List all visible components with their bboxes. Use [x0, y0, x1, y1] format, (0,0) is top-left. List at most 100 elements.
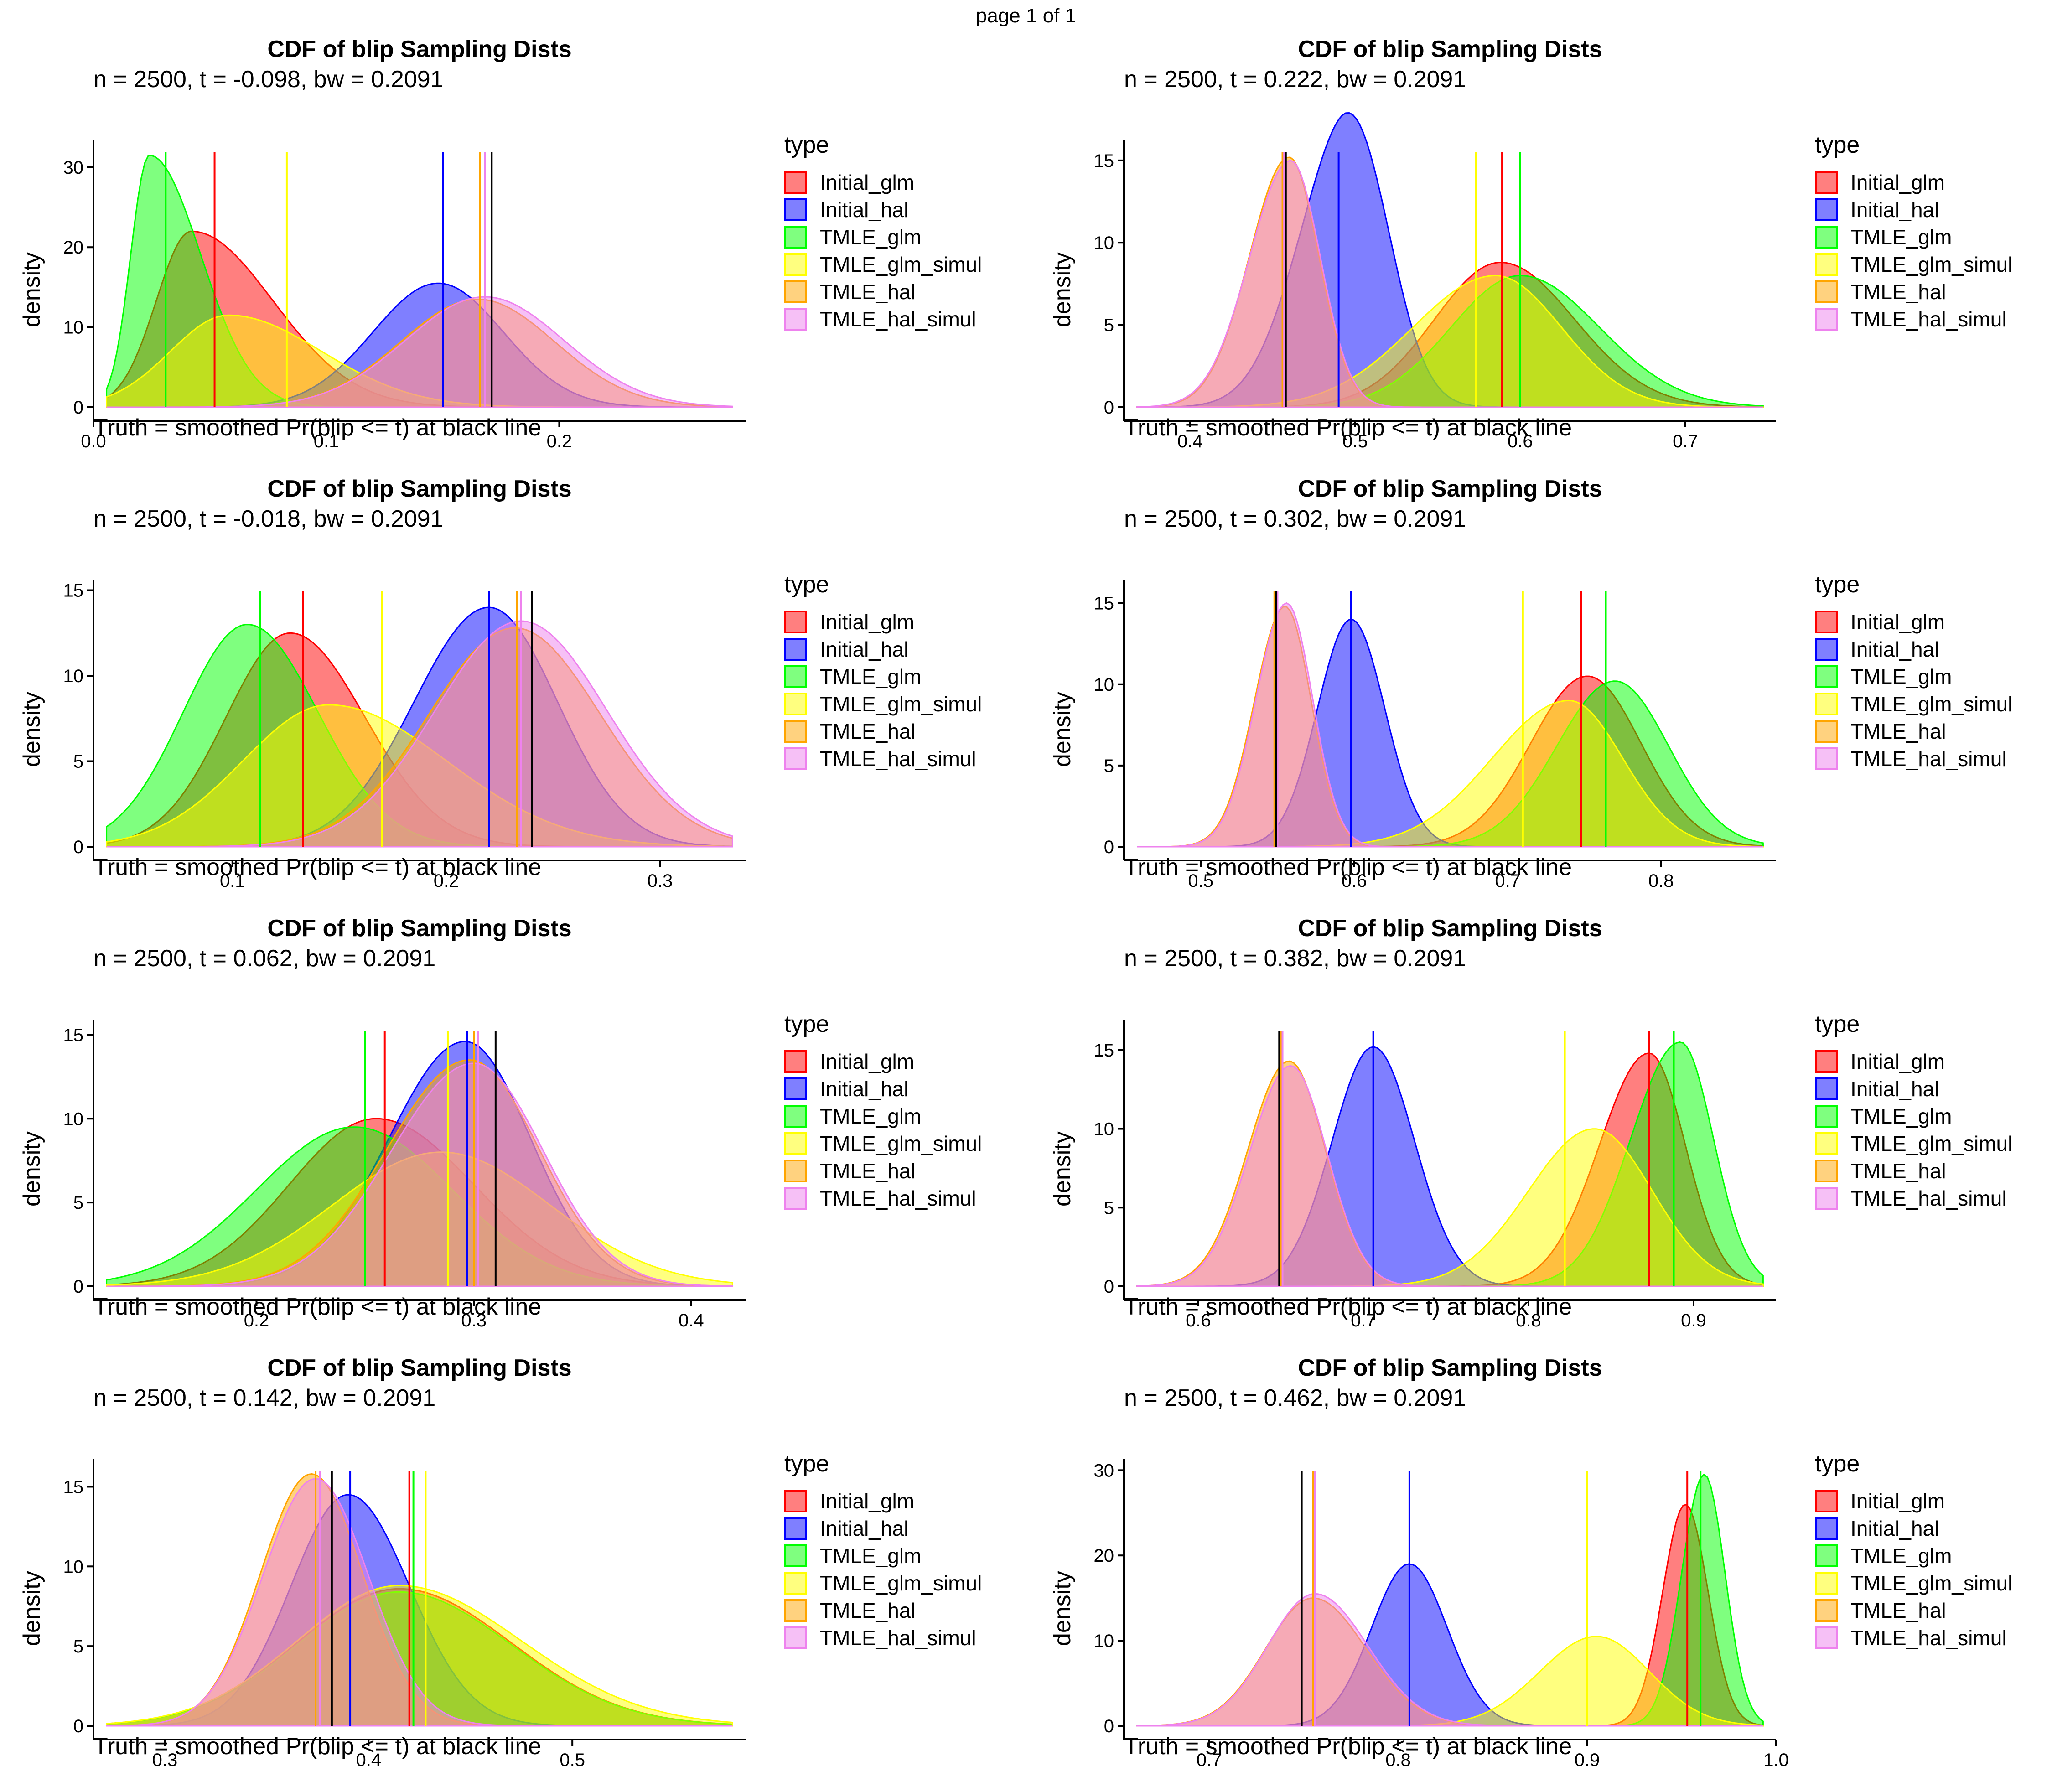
legend-swatch — [784, 1105, 807, 1128]
legend-swatch — [784, 720, 807, 743]
y-tick-label: 5 — [73, 1637, 83, 1657]
y-tick-label: 5 — [1104, 756, 1114, 776]
y-tick-label: 5 — [73, 1193, 83, 1213]
legend-item: TMLE_glm_simul — [1815, 1130, 2012, 1157]
legend-item: Initial_hal — [784, 1075, 982, 1103]
legend-item: TMLE_hal — [1815, 718, 2012, 745]
legend-swatch — [1815, 171, 1838, 194]
y-tick-label: 5 — [1104, 316, 1114, 336]
legend-title: type — [784, 1011, 829, 1037]
legend-swatch — [1815, 253, 1838, 276]
y-tick-label: 10 — [63, 666, 84, 686]
chart-title: CDF of blip Sampling Dists — [1298, 1355, 1602, 1381]
legend-swatch — [1815, 1077, 1838, 1100]
legend-item: TMLE_hal — [784, 1597, 982, 1624]
legend: type Initial_glm Initial_hal TMLE_glm TMLE_g… — [1815, 571, 2012, 772]
legend-label: TMLE_glm — [820, 225, 922, 249]
x-axis-label: Truth = smoothed Pr(blip <= t) at black … — [93, 1294, 542, 1320]
legend-swatch — [1815, 1490, 1838, 1512]
legend-item: TMLE_hal — [784, 1157, 982, 1185]
legend-swatch — [784, 638, 807, 661]
legend-label: Initial_glm — [1850, 1050, 1945, 1073]
legend-swatch — [784, 308, 807, 331]
legend-swatch — [784, 1626, 807, 1649]
legend-swatch — [1815, 720, 1838, 743]
legend-swatch — [1815, 1105, 1838, 1128]
plot-area: 0.3 0.4 0.5 0 5 10 15 — [63, 1459, 746, 1770]
legend-swatch — [1815, 280, 1838, 303]
legend: type Initial_glm Initial_hal TMLE_glm TMLE_g… — [1815, 131, 2012, 333]
legend-item: TMLE_glm — [1815, 223, 2012, 251]
legend-label: TMLE_hal — [1850, 1599, 1946, 1622]
legend-item: TMLE_glm — [1815, 663, 2012, 690]
legend-label: Initial_hal — [1850, 198, 1939, 222]
y-tick-label: 10 — [1094, 1631, 1114, 1651]
legend-title: type — [1815, 132, 1860, 158]
legend-title: type — [784, 132, 829, 158]
legend-item: TMLE_hal — [784, 718, 982, 745]
legend-swatch — [784, 1160, 807, 1182]
x-tick-label: 1.0 — [1763, 1750, 1789, 1770]
density-TMLE_hal_simul — [1136, 1065, 1763, 1287]
legend-swatch — [784, 747, 807, 770]
legend-title: type — [1815, 571, 1860, 598]
legend-item: TMLE_glm — [1815, 1103, 2012, 1130]
x-axis-label: Truth = smoothed Pr(blip <= t) at black … — [93, 1733, 542, 1760]
y-tick-label: 10 — [1094, 1119, 1114, 1139]
legend-swatch — [1815, 1517, 1838, 1540]
y-tick-label: 10 — [63, 1557, 84, 1577]
legend-label: TMLE_hal — [820, 280, 916, 304]
x-tick-label: 0.5 — [1342, 431, 1368, 451]
legend-swatch — [784, 253, 807, 276]
legend: type Initial_glm Initial_hal TMLE_glm TMLE_g… — [784, 571, 982, 772]
legend-label: TMLE_glm_simul — [820, 692, 982, 716]
x-axis-label: Truth = smoothed Pr(blip <= t) at black … — [93, 854, 542, 880]
legend-item: TMLE_glm_simul — [784, 251, 982, 278]
legend-swatch — [1815, 611, 1838, 633]
density-TMLE_hal_simul — [1137, 602, 1763, 848]
y-tick-label: 10 — [63, 1109, 84, 1129]
y-tick-label: 0 — [1104, 1716, 1114, 1736]
legend-item: TMLE_hal — [1815, 278, 2012, 306]
legend-item: TMLE_hal_simul — [784, 1185, 982, 1212]
legend-swatch — [784, 198, 807, 221]
legend-swatch — [1815, 747, 1838, 770]
legend-item: TMLE_hal — [784, 278, 982, 306]
x-tick-label: 0.4 — [356, 1750, 381, 1770]
chart-title: CDF of blip Sampling Dists — [267, 915, 572, 942]
chart-title: CDF of blip Sampling Dists — [267, 476, 572, 502]
x-tick-label: 0.1 — [220, 871, 245, 891]
x-tick-label: 0.0 — [81, 431, 106, 451]
legend-item: TMLE_glm — [1815, 1542, 2012, 1569]
legend-item: TMLE_glm — [784, 1103, 982, 1130]
legend-item: Initial_glm — [1815, 1487, 2012, 1515]
y-tick-label: 0 — [1104, 837, 1114, 857]
x-tick-label: 0.6 — [1342, 871, 1367, 891]
legend-item: TMLE_hal_simul — [1815, 745, 2012, 772]
legend-label: TMLE_hal — [1850, 1159, 1946, 1183]
legend-label: Initial_hal — [820, 637, 909, 661]
y-tick-label: 15 — [1094, 594, 1114, 614]
y-tick-label: 0 — [1104, 1277, 1114, 1297]
y-tick-label: 10 — [63, 318, 84, 338]
legend-label: TMLE_hal_simul — [1850, 1626, 2007, 1650]
legend-item: Initial_glm — [784, 1487, 982, 1515]
legend-title: type — [784, 1450, 829, 1477]
density-TMLE_hal_simul — [106, 620, 733, 848]
chart-panel: CDF of blip Sampling Dists n = 2500, t = … — [1031, 915, 2052, 1352]
legend-swatch — [1815, 1187, 1838, 1210]
y-tick-label: 10 — [1094, 675, 1114, 695]
chart-subtitle: n = 2500, t = 0.222, bw = 0.2091 — [1124, 66, 1466, 93]
x-tick-label: 0.2 — [547, 431, 572, 451]
legend-label: TMLE_glm_simul — [1850, 1571, 2013, 1595]
plot-area: 0.5 0.6 0.7 0.8 0 5 10 15 — [1094, 580, 1776, 891]
legend-swatch — [1815, 308, 1838, 331]
chart-panel: CDF of blip Sampling Dists n = 2500, t = … — [0, 1354, 1026, 1792]
density-TMLE_hal_simul — [1136, 160, 1763, 408]
legend-item: Initial_hal — [1815, 1075, 2012, 1103]
density-TMLE_hal_simul — [106, 296, 733, 408]
legend-label: Initial_hal — [820, 1517, 909, 1540]
chart-title: CDF of blip Sampling Dists — [1298, 915, 1602, 942]
chart-subtitle: n = 2500, t = 0.062, bw = 0.2091 — [93, 945, 436, 972]
legend-label: Initial_glm — [820, 171, 915, 194]
